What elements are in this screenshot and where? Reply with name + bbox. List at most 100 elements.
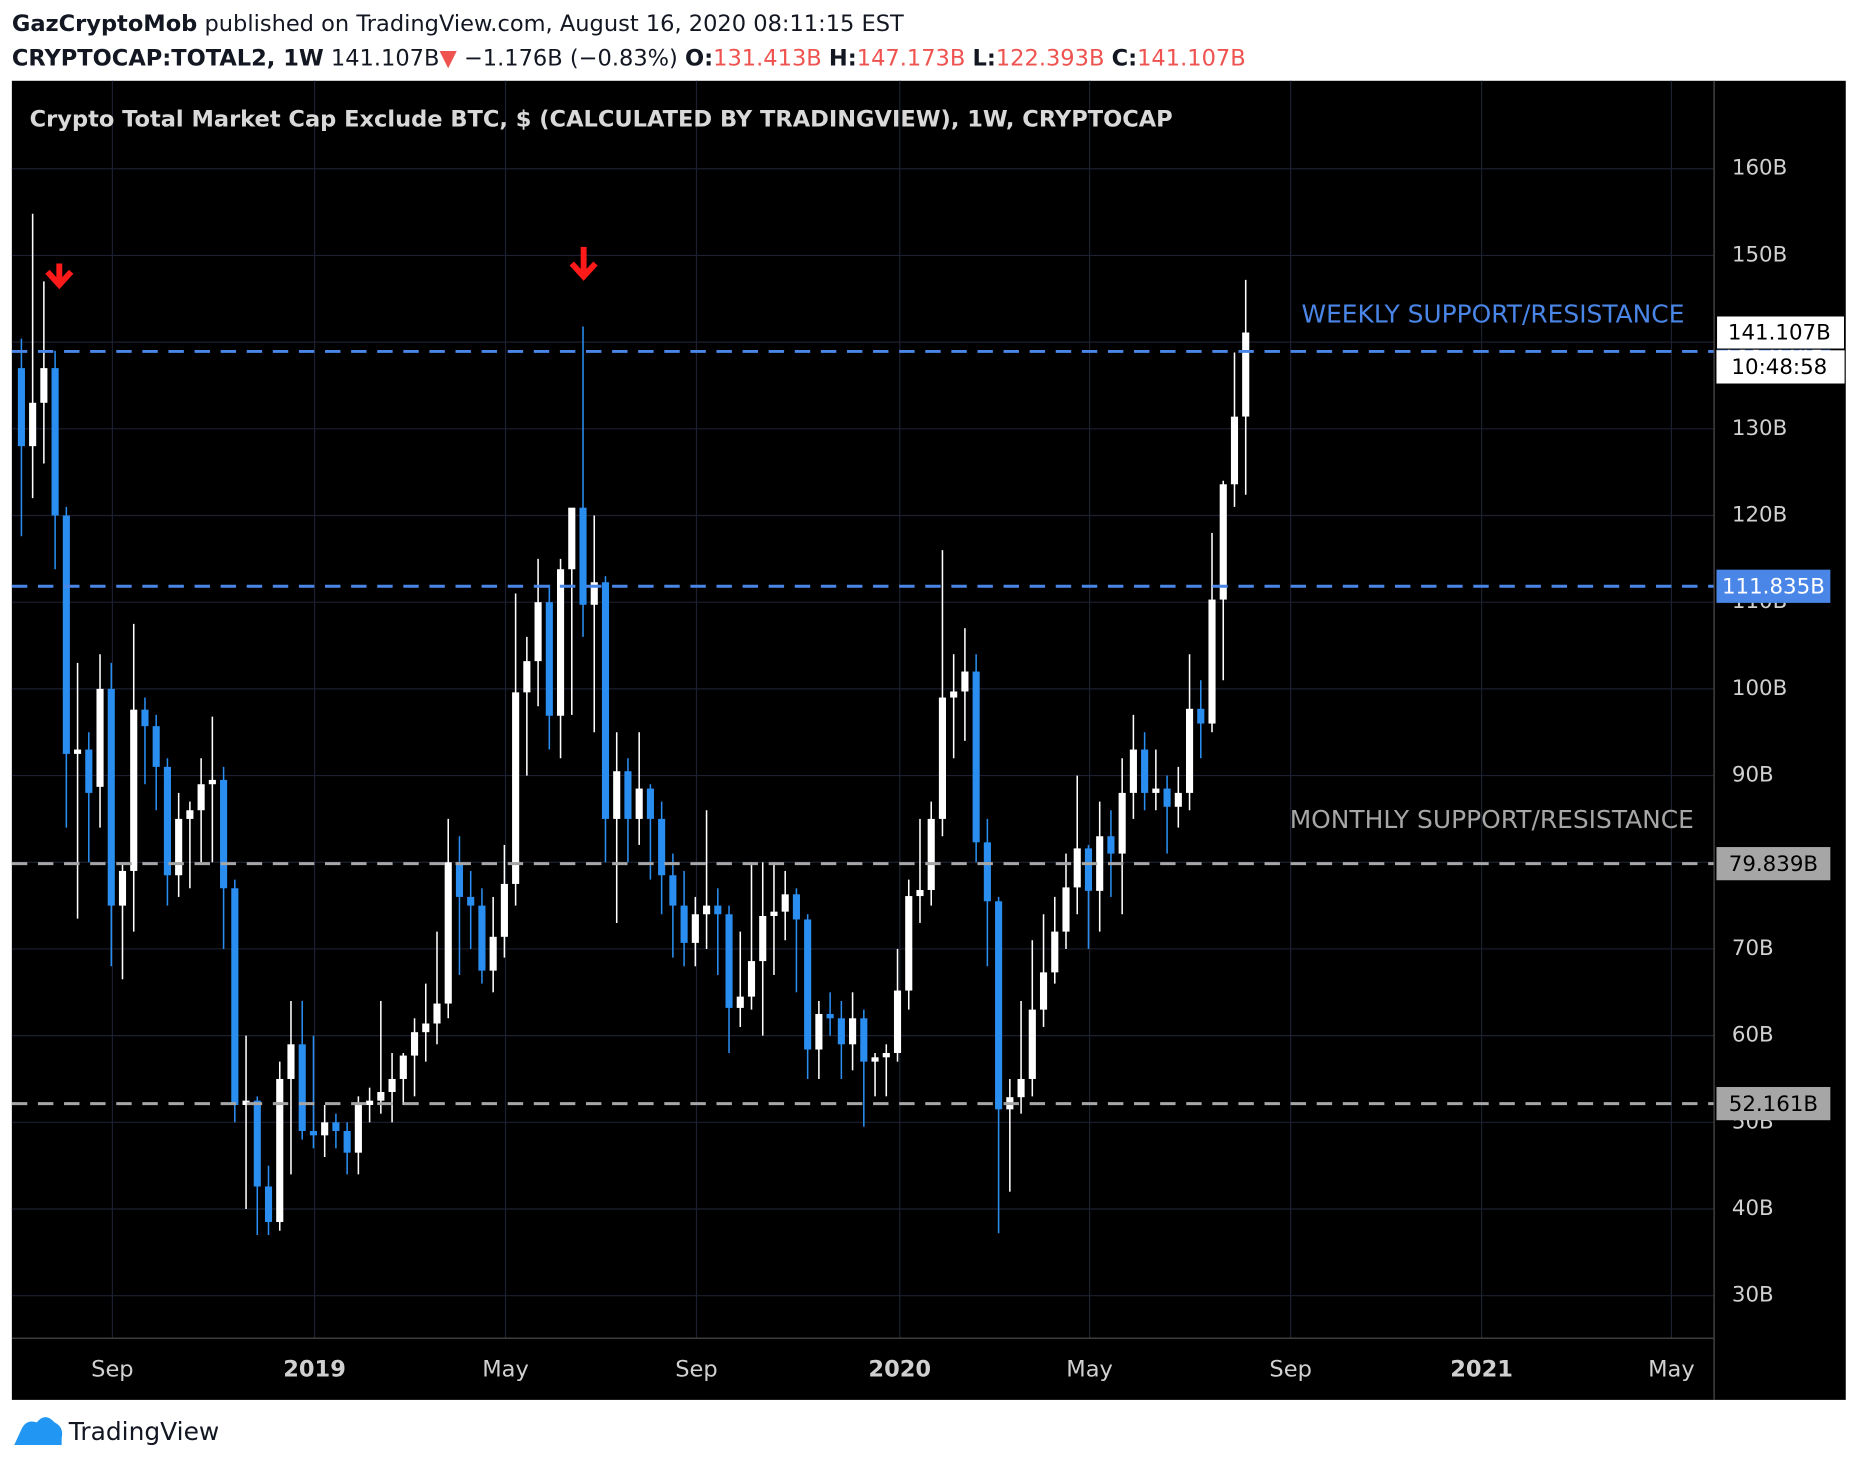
ohlc-key: H:: [829, 45, 857, 71]
candle-body: [893, 990, 902, 1053]
candle-body: [613, 771, 621, 819]
candle-body: [1152, 788, 1160, 793]
countdown-box: [1716, 350, 1845, 384]
level-label: 52.161B: [1729, 1092, 1818, 1117]
candle-body: [62, 515, 70, 754]
candle-body: [467, 896, 475, 906]
candle-body: [264, 1186, 273, 1223]
candle-body: [152, 726, 160, 767]
ohlc-value: 122.393B: [996, 45, 1105, 71]
level-label-box: [1716, 569, 1831, 603]
x-tick-label: Sep: [675, 1357, 717, 1383]
candle-body: [703, 905, 711, 915]
candle-body: [1017, 1078, 1025, 1098]
candle-body: [804, 919, 812, 1050]
candle-body: [1129, 749, 1137, 793]
logo: [14, 1417, 63, 1445]
candle-body: [871, 1057, 879, 1062]
candle-body: [1230, 416, 1239, 485]
candle-body: [680, 905, 688, 943]
candle-body: [422, 1023, 430, 1033]
candle-body: [1141, 749, 1149, 793]
ohlc-key: C:: [1112, 45, 1138, 71]
candle-body: [366, 1100, 374, 1105]
candle-body: [343, 1131, 351, 1153]
last-price-box: [1715, 315, 1846, 350]
candle-body: [669, 875, 677, 906]
candle-body: [792, 894, 800, 920]
candle-body: [916, 889, 924, 897]
candle-body: [242, 1100, 250, 1105]
candle-body: [17, 368, 25, 447]
y-tick-label: 40B: [1732, 1196, 1774, 1221]
candle-body: [40, 368, 48, 403]
candle-body: [1208, 599, 1216, 724]
chart-title: Crypto Total Market Cap Exclude BTC, $ (…: [30, 106, 1173, 132]
y-tick-label: 100B: [1732, 676, 1787, 701]
candle-body: [927, 818, 935, 890]
candle-body: [725, 914, 733, 1008]
candle-body: [545, 602, 553, 716]
candle-body: [759, 916, 767, 962]
candle-body: [635, 788, 643, 819]
candle-body: [568, 507, 576, 570]
candle-body: [747, 961, 756, 997]
candle-body: [388, 1078, 396, 1092]
candle-body: [860, 1018, 868, 1062]
y-tick-label: 130B: [1732, 416, 1787, 441]
candle-body: [534, 602, 542, 662]
candle-body: [29, 402, 37, 447]
candle-body: [478, 905, 486, 971]
candle-body: [1118, 792, 1126, 854]
candle-body: [556, 569, 565, 716]
candle-body: [1242, 332, 1250, 417]
candle-body: [1062, 887, 1070, 932]
x-tick-label: 2021: [1450, 1357, 1513, 1383]
x-tick-label: May: [482, 1357, 529, 1383]
price: 141.107B: [331, 45, 440, 71]
arrow: [45, 263, 74, 290]
candle-body: [433, 1003, 441, 1024]
ohlc-value: 131.413B: [713, 45, 822, 71]
candle-body: [175, 818, 183, 876]
candle-body: [74, 749, 82, 754]
candle-body: [905, 896, 913, 991]
level-label-box: [1716, 1086, 1831, 1121]
candle-body: [579, 507, 587, 605]
candle-body: [197, 784, 205, 811]
x-tick-label: 2020: [868, 1357, 931, 1383]
candle-body: [253, 1100, 261, 1187]
candle-body: [646, 788, 654, 819]
y-tick-label: 120B: [1732, 502, 1787, 527]
y-tick-label: 160B: [1732, 156, 1787, 181]
candle-body: [500, 883, 508, 937]
level-label: 79.839B: [1729, 852, 1818, 877]
candle-body: [714, 905, 722, 915]
annotation: MONTHLY SUPPORT/RESISTANCE: [1290, 805, 1694, 834]
y-tick-label: 60B: [1732, 1023, 1774, 1048]
arrow: [569, 246, 598, 281]
candle-body: [770, 911, 778, 917]
candle-body: [208, 779, 216, 785]
candle-body: [826, 1013, 834, 1019]
candle-body: [1096, 836, 1104, 891]
candle-body: [736, 996, 744, 1008]
candle-body: [309, 1131, 318, 1136]
candle-body: [950, 691, 958, 698]
header-line: GazCryptoMob published on TradingView.co…: [12, 10, 904, 36]
candle-body: [523, 661, 531, 693]
change: −1.176B (−0.83%): [464, 45, 678, 71]
candle-body: [130, 709, 138, 871]
candle-body: [590, 582, 598, 605]
candle-body: [321, 1122, 329, 1136]
candle-body: [377, 1091, 385, 1101]
ohlc-key: O:: [685, 45, 713, 71]
candle-body: [118, 870, 127, 906]
y-tick-label: 30B: [1732, 1283, 1774, 1308]
candle-body: [882, 1052, 890, 1058]
candle-body: [815, 1013, 823, 1050]
chart-panel: [11, 80, 1846, 1400]
candle-body: [51, 368, 59, 516]
y-tick-label: 70B: [1732, 936, 1774, 961]
